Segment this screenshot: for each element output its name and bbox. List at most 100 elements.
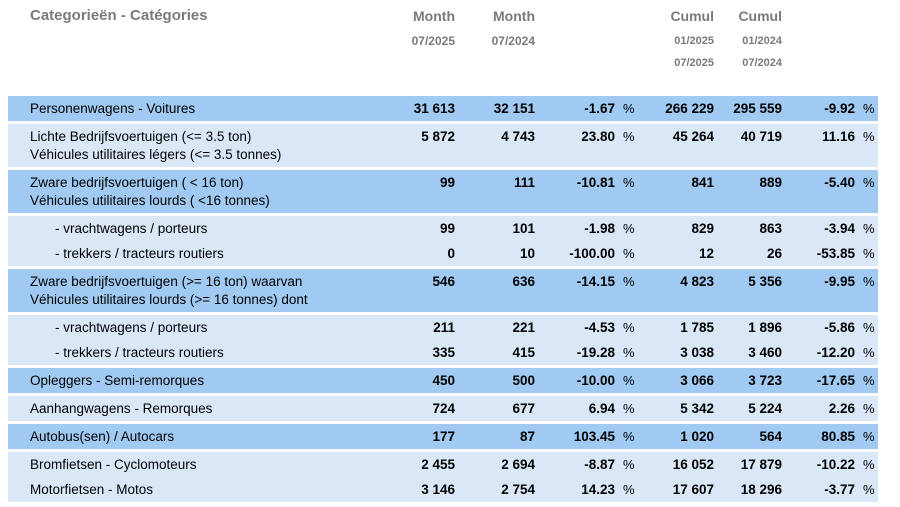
table-row: - vrachtwagens / porteurs 211 221 -4.53 … <box>8 315 878 340</box>
cumul-pct-value: -5.86 <box>824 320 855 335</box>
month-percent-sign: % <box>623 429 635 444</box>
cumul-pct-value: -5.40 <box>824 175 855 190</box>
category-cell: Personenwagens - Voitures <box>8 96 375 121</box>
cumul-current-header: Cumul <box>670 8 714 24</box>
cumul-previous-value: 18 296 <box>740 482 782 497</box>
month-previous-value: 111 <box>513 175 535 190</box>
month-percent-sign: % <box>623 457 635 472</box>
month-pct-value: 103.45 <box>573 429 615 444</box>
month-pct-value: -19.28 <box>576 345 615 360</box>
month-percent-sign: % <box>623 401 635 416</box>
month-current-value: 31 613 <box>413 101 455 116</box>
category-label-nl: Zware bedrijfsvoertuigen (>= 16 ton) waa… <box>30 274 303 289</box>
cumul-previous-value: 889 <box>759 175 782 190</box>
cumul-current-value: 17 607 <box>672 482 714 497</box>
cumul-previous-value: 40 719 <box>740 129 782 144</box>
cumul-percent-sign: % <box>863 221 875 236</box>
month-percent-sign: % <box>623 373 635 388</box>
month-percent-sign: % <box>623 101 635 116</box>
cumul-current-value: 841 <box>691 175 714 190</box>
month-previous-value: 2 694 <box>501 457 535 472</box>
month-previous-value: 677 <box>512 401 535 416</box>
month-previous-value: 4 743 <box>501 129 535 144</box>
cumul-current-value: 1 020 <box>680 429 714 444</box>
month-percent-sign: % <box>623 221 635 236</box>
category-cell: - vrachtwagens / porteurs <box>8 216 375 241</box>
category-cell: Aanhangwagens - Remorques <box>8 396 375 421</box>
month-current-value: 2 455 <box>421 457 455 472</box>
month-current-value: 211 <box>433 320 455 335</box>
cumul-percent-sign: % <box>863 345 875 360</box>
cumul-pct-value: 80.85 <box>821 429 855 444</box>
cumul-current-value: 829 <box>691 221 714 236</box>
cumul-percent-sign: % <box>863 320 875 335</box>
cumul-current-value: 266 229 <box>665 101 714 116</box>
category-cell: - trekkers / tracteurs routiers <box>8 241 375 266</box>
month-pct-value: 23.80 <box>581 129 615 144</box>
cumul-current-value: 5 342 <box>680 401 714 416</box>
month-percent-sign: % <box>623 246 635 261</box>
category-label-fr: Véhicules utilitaires lourds ( <16 tonne… <box>30 193 270 208</box>
cumul-current-value: 16 052 <box>672 457 714 472</box>
cumul-pct-value: -9.95 <box>824 274 855 289</box>
category-label-nl: Personenwagens - Voitures <box>30 101 196 116</box>
cumul-current-period-to: 07/2025 <box>674 57 714 69</box>
month-pct-value: -100.00 <box>569 246 615 261</box>
table-row: Personenwagens - Voitures 31 613 32 151 … <box>8 96 878 121</box>
cumul-current-value: 3 066 <box>680 373 714 388</box>
cumul-percent-sign: % <box>863 373 875 388</box>
month-pct-value: -10.00 <box>576 373 615 388</box>
cumul-pct-value: -9.92 <box>824 101 855 116</box>
table-row: Zware bedrijfsvoertuigen ( < 16 ton) Véh… <box>8 170 878 213</box>
cumul-previous-value: 1 896 <box>748 320 782 335</box>
table-row: Motorfietsen - Motos 3 146 2 754 14.23 %… <box>8 477 878 502</box>
table-rows: Personenwagens - Voitures 31 613 32 151 … <box>8 96 878 502</box>
month-previous-value: 221 <box>512 320 535 335</box>
month-current-value: 177 <box>432 429 455 444</box>
cumul-pct-value: -17.65 <box>816 373 855 388</box>
category-label-nl: - trekkers / tracteurs routiers <box>55 246 224 261</box>
cumul-previous-value: 5 224 <box>748 401 782 416</box>
month-pct-value: -1.67 <box>584 101 615 116</box>
month-pct-value: -1.98 <box>584 221 615 236</box>
category-label-nl: Aanhangwagens - Remorques <box>30 401 213 416</box>
month-current-value: 3 146 <box>421 482 455 497</box>
category-cell: - trekkers / tracteurs routiers <box>8 340 375 365</box>
table-row: Opleggers - Semi-remorques 450 500 -10.0… <box>8 368 878 393</box>
table-header: Categorieën - Catégories Month Month Cum… <box>8 0 878 96</box>
table-row: Zware bedrijfsvoertuigen (>= 16 ton) waa… <box>8 269 878 312</box>
cumul-current-value: 4 823 <box>680 274 714 289</box>
cumul-percent-sign: % <box>863 274 875 289</box>
month-percent-sign: % <box>623 320 635 335</box>
header-title-row: Categorieën - Catégories Month Month Cum… <box>8 6 878 26</box>
category-cell: Bromfietsen - Cyclomoteurs <box>8 452 375 477</box>
cumul-pct-value: -53.85 <box>816 246 855 261</box>
month-previous-value: 415 <box>512 345 535 360</box>
category-label-nl: Autobus(sen) / Autocars <box>30 429 175 444</box>
cumul-percent-sign: % <box>863 246 875 261</box>
category-label-nl: Motorfietsen - Motos <box>30 482 154 497</box>
cumul-current-value: 45 264 <box>672 129 714 144</box>
table-row: - trekkers / tracteurs routiers 335 415 … <box>8 340 878 365</box>
month-percent-sign: % <box>623 482 635 497</box>
category-cell: Opleggers - Semi-remorques <box>8 368 375 393</box>
month-percent-sign: % <box>623 175 635 190</box>
month-percent-sign: % <box>623 345 635 360</box>
cumul-pct-value: -3.77 <box>824 482 855 497</box>
cumul-percent-sign: % <box>863 101 875 116</box>
cumul-previous-period-to: 07/2024 <box>742 57 782 69</box>
category-label-nl: Opleggers - Semi-remorques <box>30 373 205 388</box>
table-row: Bromfietsen - Cyclomoteurs 2 455 2 694 -… <box>8 452 878 477</box>
cumul-percent-sign: % <box>863 129 875 144</box>
cumul-percent-sign: % <box>863 429 875 444</box>
category-label-nl: - trekkers / tracteurs routiers <box>55 345 224 360</box>
category-label-nl: Lichte Bedrijfsvoertuigen (<= 3.5 ton) <box>30 129 252 144</box>
table-row: - vrachtwagens / porteurs 99 101 -1.98 %… <box>8 216 878 241</box>
cumul-percent-sign: % <box>863 401 875 416</box>
cumul-current-value: 1 785 <box>680 320 714 335</box>
cumul-previous-value: 3 723 <box>748 373 782 388</box>
category-cell: Motorfietsen - Motos <box>8 477 375 502</box>
month-current-header: Month <box>413 8 455 24</box>
category-label-nl: - vrachtwagens / porteurs <box>55 221 208 236</box>
